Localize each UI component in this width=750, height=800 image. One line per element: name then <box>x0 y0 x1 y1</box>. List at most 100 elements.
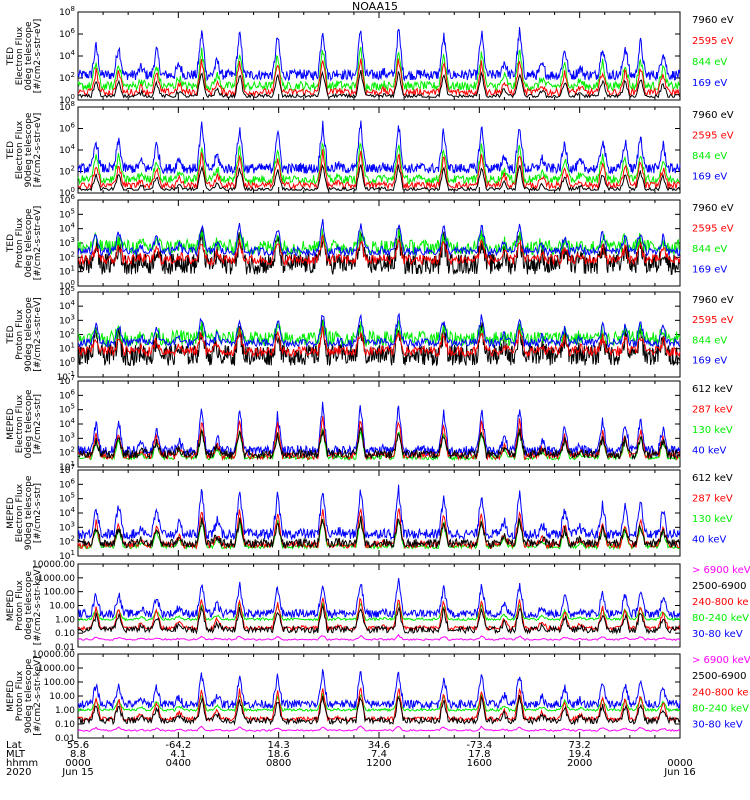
x-axis-value: 1200 <box>366 758 391 769</box>
y-tick-label: 104 <box>59 299 75 312</box>
y-tick-label: 101 <box>59 342 75 355</box>
y-tick-label: 100 <box>59 356 75 369</box>
x-row-label: 2020 <box>6 767 31 778</box>
legend-entry: 612 keV <box>692 384 733 395</box>
y-tick-label: 106 <box>59 122 75 135</box>
y-axis-label: MEPED <box>6 408 16 440</box>
y-axis-label: [#/cm2-s-str-eV] <box>33 297 43 372</box>
y-axis-label: MEPED <box>6 590 16 622</box>
y-axis-label: 90deg telescope <box>24 297 34 372</box>
y-tick-label: 1000.00 <box>38 574 75 584</box>
y-axis-label: [#/cm2-s-str-keV] <box>33 656 43 735</box>
x-axis-value: 2000 <box>567 758 592 769</box>
legend-entry: 287 keV <box>692 404 733 415</box>
series-line-magenta <box>77 633 681 642</box>
x-axis-value: 0000 <box>667 758 692 769</box>
y-tick-label: 10000.00 <box>32 560 75 570</box>
y-axis-label: [#/cm2-s-str] <box>33 483 43 543</box>
x-axis-value: 19.4 <box>569 749 591 760</box>
y-tick-label: 104 <box>59 417 75 430</box>
y-tick-label: 106 <box>59 27 75 40</box>
legend-entry: 40 keV <box>692 445 726 456</box>
y-axis-label: 0deg telescope <box>24 571 34 641</box>
y-axis-label: Proton Flux <box>15 217 25 268</box>
legend-entry: 844 eV <box>692 335 727 346</box>
series-line-blue <box>77 401 681 458</box>
x-axis-value: 0400 <box>166 758 191 769</box>
legend-entry: 7960 eV <box>692 15 734 26</box>
legend-entry: 169 eV <box>692 171 727 182</box>
y-tick-label: 10.00 <box>49 602 75 612</box>
legend-entry: 2500-6900 <box>692 581 747 592</box>
legend-entry: 287 keV <box>692 493 733 504</box>
legend-entry: > 6900 keV <box>692 655 750 666</box>
y-tick-label: 0.01 <box>55 734 75 744</box>
x-axis-value: 7.4 <box>371 749 387 760</box>
x-axis-value: 4.1 <box>170 749 186 760</box>
y-tick-label: 103 <box>59 520 75 533</box>
series-line-black <box>77 319 681 367</box>
panel-frame-7 <box>77 563 681 648</box>
legend-entry: 844 eV <box>692 151 727 162</box>
y-tick-label: 106 <box>59 477 75 490</box>
y-tick-label: 102 <box>59 165 75 178</box>
series-line-red <box>77 149 681 191</box>
legend-entry: 130 keV <box>692 514 733 525</box>
legend-entry: 169 eV <box>692 78 727 89</box>
series-line-red <box>77 325 681 358</box>
y-tick-label: 102 <box>59 446 75 459</box>
y-axis-label: 90deg telescope <box>24 112 34 187</box>
legend-entry: 7960 eV <box>692 203 734 214</box>
y-tick-label: 103 <box>59 431 75 444</box>
y-tick-label: 0.10 <box>55 629 75 639</box>
y-axis-label: 90deg telescope <box>24 475 34 550</box>
y-tick-label: 104 <box>59 143 75 156</box>
y-tick-label: 108 <box>59 5 75 18</box>
legend-entry: 7960 eV <box>692 110 734 121</box>
y-axis-label: TED <box>6 47 16 66</box>
x-row-label: MLT <box>6 749 26 760</box>
x-axis-value: 1600 <box>467 758 492 769</box>
series-line-red <box>77 58 681 98</box>
series-line-blue <box>77 120 681 175</box>
x-axis-value: 73.2 <box>569 740 591 751</box>
legend-entry: 2595 eV <box>692 315 734 326</box>
legend-entry: 240-800 ke <box>692 687 749 698</box>
legend-entry: 7960 eV <box>692 295 734 306</box>
y-axis-label: TED <box>6 325 16 344</box>
y-tick-label: 105 <box>59 492 75 505</box>
y-axis-label: 90deg telescope <box>24 658 34 733</box>
legend-entry: 80-240 keV <box>692 703 749 714</box>
series-line-black <box>77 604 681 635</box>
y-tick-label: 102 <box>59 328 75 341</box>
series-line-blue <box>77 578 681 620</box>
y-axis-label: [#/cm2-s-str-eV] <box>33 113 43 188</box>
series-line-blue <box>77 312 681 349</box>
x-axis-value: -64.2 <box>165 740 191 751</box>
y-axis-label: 0deg telescope <box>24 208 34 278</box>
series-line-green <box>77 693 681 713</box>
legend-entry: 844 eV <box>692 57 727 68</box>
y-axis-label: Proton Flux <box>15 309 25 360</box>
y-tick-label: 103 <box>59 236 75 249</box>
legend-entry: 844 eV <box>692 244 727 255</box>
y-axis-label: TED <box>6 234 16 253</box>
y-tick-label: 0.01 <box>55 643 75 653</box>
legend-entry: 240-800 ke <box>692 597 749 608</box>
x-axis-value: 17.8 <box>468 749 490 760</box>
x-axis-value: 18.6 <box>268 749 290 760</box>
y-tick-label: 104 <box>59 49 75 62</box>
y-axis-label: MEPED <box>6 680 16 712</box>
chart-title: NOAA15 <box>351 0 399 13</box>
y-axis-label: [#/cm2-s-str-keV] <box>33 566 43 645</box>
y-tick-label: 10000.00 <box>32 650 75 660</box>
y-tick-label: 104 <box>59 222 75 235</box>
legend-entry: 2595 eV <box>692 223 734 234</box>
legend-entry: 30-80 keV <box>692 629 743 640</box>
series-line-green <box>77 46 681 92</box>
y-tick-label: 0.10 <box>55 720 75 730</box>
y-axis-label: Electron Flux <box>15 26 25 85</box>
legend-entry: 130 keV <box>692 425 733 436</box>
x-axis-value: 14.3 <box>268 740 290 751</box>
